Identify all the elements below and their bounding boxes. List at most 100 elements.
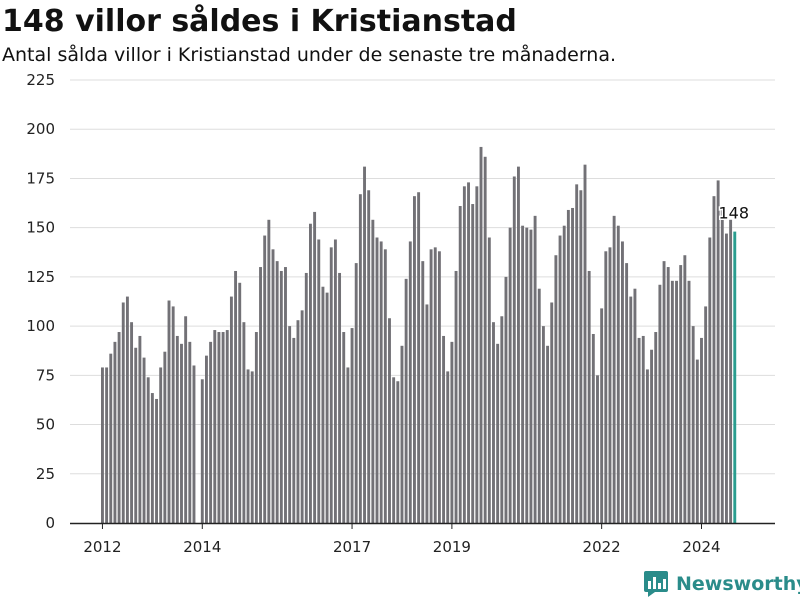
newsworthy-logo-icon [644, 571, 668, 597]
bar [650, 349, 654, 523]
bar [704, 306, 708, 523]
bar [587, 270, 591, 523]
bar [325, 292, 329, 523]
bar [508, 227, 512, 523]
bar [284, 267, 287, 523]
bar [596, 375, 599, 523]
x-tick-label: 2014 [183, 538, 221, 556]
y-tick-label: 225 [26, 71, 55, 89]
bar [225, 330, 229, 523]
bar [317, 239, 321, 524]
bar [101, 367, 104, 523]
bar [467, 182, 470, 524]
bar [375, 237, 379, 523]
bar [654, 332, 658, 523]
bar [471, 204, 475, 524]
bar [571, 207, 574, 523]
bar [125, 296, 129, 523]
bar [113, 341, 117, 523]
x-tick-label: 2012 [83, 538, 121, 556]
bar [121, 302, 125, 523]
bar [662, 261, 666, 523]
bar [213, 330, 217, 523]
bar [142, 357, 146, 523]
bar [487, 237, 491, 523]
bar [363, 166, 366, 523]
x-tick-label: 2019 [433, 538, 471, 556]
bar [146, 377, 150, 523]
bar [250, 371, 254, 523]
bar [134, 347, 138, 523]
bar [725, 233, 728, 523]
bar [192, 365, 196, 523]
bar [675, 280, 678, 523]
bar [658, 284, 662, 523]
bar [729, 219, 733, 523]
bar [271, 249, 275, 523]
y-tick-label: 175 [26, 169, 55, 187]
bar [259, 267, 262, 523]
y-tick-label: 50 [36, 416, 55, 434]
bar [462, 186, 466, 523]
annotations: 148 [717, 202, 751, 224]
bar [608, 247, 612, 523]
bar [695, 359, 699, 523]
bar [175, 335, 179, 523]
bar [562, 225, 566, 523]
bar [683, 255, 687, 523]
bar [621, 241, 624, 523]
x-tick-label: 2017 [333, 538, 371, 556]
bar [342, 332, 346, 523]
bar [691, 326, 695, 523]
bar [437, 251, 441, 523]
bar [612, 215, 616, 523]
bar [579, 190, 583, 523]
bar [205, 355, 208, 523]
bar [155, 398, 158, 523]
bar [279, 270, 283, 523]
bar [350, 328, 354, 523]
bar [329, 247, 333, 523]
bar [263, 235, 267, 523]
bar [616, 225, 620, 523]
bar [504, 276, 508, 523]
chart-subtitle: Antal sålda villor i Kristianstad under … [2, 44, 617, 66]
bar [333, 239, 337, 524]
bar [479, 146, 483, 524]
bar [408, 241, 412, 523]
bar [313, 211, 317, 523]
y-axis-ticks: 0 25 50 75 100 125 150 175 200 225 [26, 71, 55, 532]
bar [217, 332, 221, 523]
bar [583, 164, 587, 523]
bar [625, 263, 629, 523]
bar [354, 263, 358, 523]
bar [358, 194, 362, 523]
bar [541, 326, 545, 523]
bar [454, 270, 458, 523]
bar [138, 335, 142, 523]
bar [150, 393, 154, 523]
bar [275, 261, 279, 523]
bar [433, 247, 437, 523]
bar [130, 322, 134, 523]
y-tick-label: 200 [26, 120, 55, 138]
bar [200, 379, 204, 523]
bar [221, 332, 225, 523]
bar [492, 322, 495, 523]
bar [288, 326, 292, 523]
x-tick-label: 2022 [583, 538, 621, 556]
bar [413, 196, 416, 524]
bars [101, 146, 737, 524]
bar [267, 219, 271, 523]
bar [442, 335, 446, 523]
bar [458, 206, 462, 523]
bar [720, 207, 724, 523]
bar [180, 343, 183, 523]
newsworthy-brand[interactable]: Newsworthy [644, 570, 800, 598]
bar [338, 272, 342, 523]
bar [209, 341, 213, 523]
bar [105, 367, 109, 523]
bar [371, 219, 375, 523]
bar [716, 180, 720, 523]
